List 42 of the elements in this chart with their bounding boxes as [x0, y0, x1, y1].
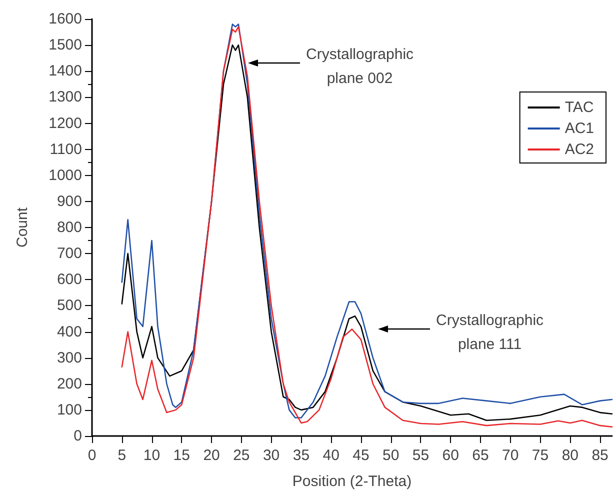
x-tick-label: 55 [412, 447, 430, 464]
x-tick-label: 15 [173, 447, 190, 464]
y-tick-label: 1500 [48, 36, 82, 54]
x-tick-label: 80 [562, 447, 579, 464]
x-tick-label: 35 [292, 447, 310, 464]
x-tick-label: 75 [532, 447, 549, 464]
y-tick-label: 1400 [48, 62, 82, 80]
legend-label: AC1 [564, 120, 594, 137]
y-tick-label: 0 [74, 428, 82, 444]
x-tick-label: 25 [233, 447, 250, 464]
x-tick-label: 85 [592, 447, 608, 464]
y-tick-label: 800 [56, 219, 82, 236]
annotation: Crystallographic plane 111 [436, 311, 544, 355]
y-tick-label: 1100 [50, 140, 82, 158]
x-axis-title: Position (2-Theta) [292, 473, 412, 490]
y-tick-label: 900 [56, 192, 82, 210]
x-tick-label: 5 [118, 447, 126, 464]
x-tick-label: 30 [262, 447, 280, 464]
x-tick-label: 45 [352, 447, 370, 464]
y-tick-label: 100 [56, 401, 82, 418]
y-tick-label: 1000 [48, 166, 82, 184]
x-tick-label: 40 [322, 447, 340, 464]
y-tick-label: 200 [56, 375, 82, 392]
legend-label: AC2 [564, 141, 594, 158]
y-tick-label: 400 [56, 323, 82, 340]
y-tick-label: 1300 [48, 88, 82, 106]
y-tick-label: 600 [56, 271, 82, 288]
legend-label: TAC [564, 99, 594, 116]
x-tick-label: 0 [88, 447, 96, 464]
x-tick-label: 10 [143, 447, 160, 464]
x-tick-label: 50 [382, 447, 400, 464]
x-tick-label: 70 [502, 447, 519, 464]
annotation: Crystallographic plane 002 [306, 45, 414, 89]
x-tick-label: 65 [472, 447, 489, 464]
x-tick-label: 20 [203, 447, 220, 464]
y-tick-label: 1600 [48, 10, 82, 28]
y-tick-label: 300 [56, 349, 82, 366]
y-tick-label: 1200 [48, 114, 82, 132]
y-axis-title: Count [14, 206, 31, 248]
x-tick-label: 60 [442, 447, 459, 464]
y-tick-label: 500 [56, 297, 82, 314]
y-tick-label: 700 [56, 245, 82, 262]
